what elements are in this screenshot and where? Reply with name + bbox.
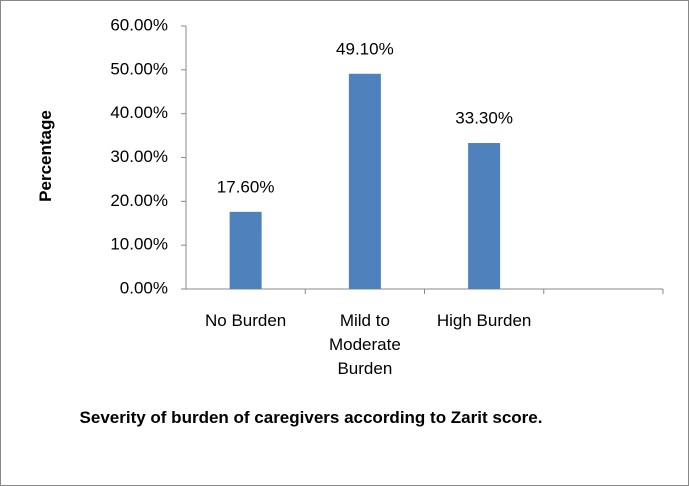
x-tick-label: High Burden [436, 311, 532, 330]
y-tick-label: 30.00% [110, 147, 168, 166]
y-tick-label: 60.00% [110, 15, 168, 34]
y-tick-label: 0.00% [120, 278, 168, 297]
y-axis-label: Percentage [36, 110, 55, 202]
y-tick-label: 10.00% [110, 235, 168, 254]
y-tick-label: 50.00% [110, 59, 168, 78]
bar [348, 73, 381, 289]
y-tick-label: 20.00% [110, 191, 168, 210]
data-label: 49.10% [336, 39, 394, 58]
x-tick-label: Mild to Moderate Burden [328, 311, 401, 378]
data-label: 33.30% [455, 109, 513, 128]
x-tick-label: No Burden [204, 311, 287, 330]
bar [468, 143, 501, 289]
data-label: 17.60% [217, 177, 275, 196]
bar [229, 211, 262, 289]
chart-title: Severity of burden of caregivers accordi… [79, 408, 543, 427]
y-tick-label: 40.00% [110, 103, 168, 122]
